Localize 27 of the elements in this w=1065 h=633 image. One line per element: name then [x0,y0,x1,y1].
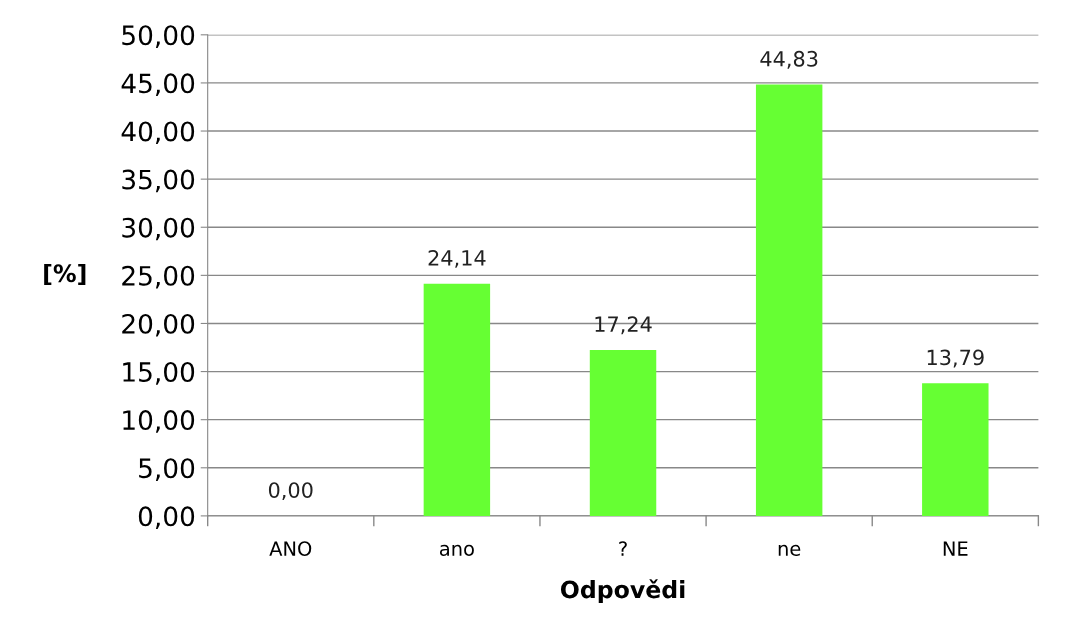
y-tick-label: 40,00 [121,121,195,145]
bar [589,350,657,516]
x-tick-label: ? [619,541,627,556]
y-tick-label: 25,00 [122,265,195,289]
y-tick-label: 35,00 [122,169,195,193]
y-tick-label: 20,00 [122,313,195,337]
data-label: 17,24 [595,316,652,335]
bar [922,383,989,516]
data-label: 44,83 [760,50,818,69]
bar [755,84,823,516]
data-label: 13,79 [927,349,984,368]
x-tick-label: ANO [269,541,312,556]
x-tick-label: NE [943,541,968,556]
y-tick-label: 0,00 [138,506,195,529]
x-axis-title: Odpovědi [560,579,685,603]
x-tick-label: ano [439,544,474,556]
y-tick-label: 30,00 [122,217,195,241]
y-tick-label: 45,00 [121,73,195,97]
y-axis-title: [%] [44,263,86,285]
data-label: 0,00 [268,482,313,501]
y-tick-label: 50,00 [122,25,195,48]
data-label: 24,14 [428,249,486,268]
y-tick-label: 10,00 [123,410,195,433]
bar [423,283,491,516]
y-tick-label: 5,00 [139,458,195,481]
x-tick-label: ne [778,544,801,556]
y-tick-label: 15,00 [123,362,195,385]
